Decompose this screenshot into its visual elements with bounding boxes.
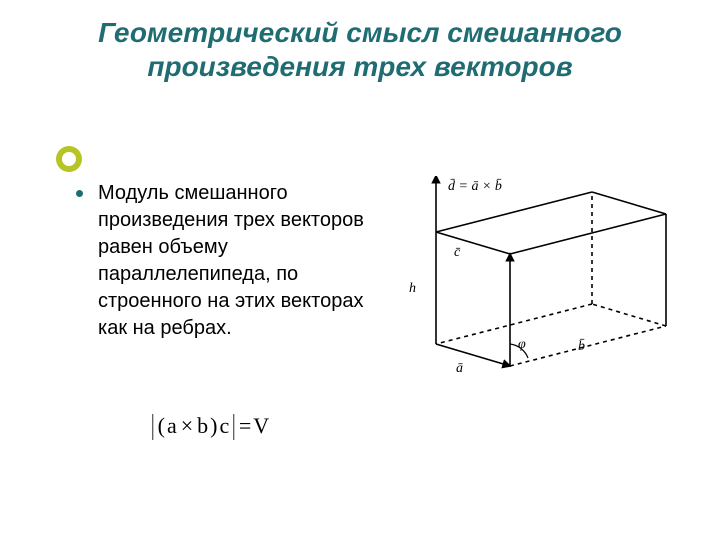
slide-title: Геометрический смысл смешанного произвед… <box>40 16 680 83</box>
formula-a: a <box>167 413 177 439</box>
svg-text:φ: φ <box>518 337 526 352</box>
formula: | ( a × b ) c | = V <box>150 412 269 440</box>
formula-rhs: V <box>253 413 269 439</box>
formula-rparen: ) <box>210 413 217 439</box>
abs-bar-right: | <box>232 412 235 440</box>
bullet-text: Модуль смешанного произведения трех вект… <box>84 180 384 342</box>
bullet-item: Модуль смешанного произведения трех вект… <box>84 180 384 342</box>
formula-times: × <box>179 413 195 439</box>
svg-text:ā: ā <box>456 361 463 376</box>
title-line-1: Геометрический смысл смешанного <box>40 16 680 50</box>
title-line-2: произведения трех векторов <box>40 50 680 84</box>
formula-c: c <box>219 413 229 439</box>
formula-lparen: ( <box>158 413 165 439</box>
formula-b: b <box>197 413 208 439</box>
body-content: Модуль смешанного произведения трех вект… <box>84 180 384 342</box>
formula-eq: = <box>239 413 251 439</box>
parallelepiped-diagram: d̄ = ā × b̄ c̄ h φ b̄ ā <box>388 176 688 376</box>
bullet-dot-icon <box>76 190 83 197</box>
svg-text:b̄: b̄ <box>578 338 585 354</box>
svg-text:h: h <box>409 281 416 296</box>
abs-bar-left: | <box>151 412 154 440</box>
svg-text:d̄ = ā × b̄: d̄ = ā × b̄ <box>448 178 502 194</box>
accent-circle <box>56 146 82 172</box>
svg-text:c̄: c̄ <box>454 245 461 260</box>
